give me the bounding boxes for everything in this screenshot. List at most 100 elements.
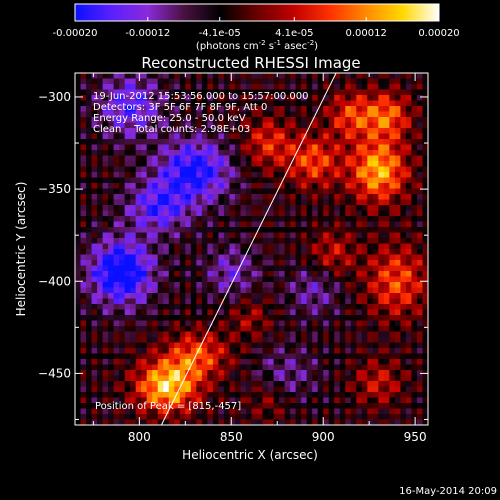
heatmap-cell: [339, 403, 346, 410]
heatmap-cell: [323, 177, 330, 184]
heatmap-cell: [290, 254, 297, 261]
heatmap-cell: [157, 337, 164, 344]
heatmap-cell: [416, 155, 424, 162]
heatmap-cell: [279, 128, 286, 135]
heatmap-cell: [168, 84, 175, 91]
heatmap-cell: [257, 73, 264, 80]
heatmap-cell: [350, 155, 357, 162]
heatmap-cell: [328, 243, 335, 250]
heatmap-cell: [174, 95, 181, 102]
heatmap-cell: [334, 408, 341, 415]
heatmap-cell: [422, 414, 428, 421]
heatmap-cell: [350, 337, 357, 344]
heatmap-cell: [279, 375, 286, 382]
heatmap-cell: [113, 117, 120, 124]
colorbar-frame: [74, 3, 440, 22]
heatmap-cell: [207, 298, 214, 305]
heatmap-cell: [130, 95, 137, 102]
heatmap-cell: [394, 150, 402, 157]
heatmap-cell: [185, 293, 192, 300]
heatmap-cell: [400, 84, 407, 91]
heatmap-cell: [262, 232, 269, 239]
heatmap-cell: [234, 133, 242, 140]
heatmap-cell: [207, 73, 214, 80]
heatmap-cell: [350, 227, 357, 234]
heatmap-cell: [102, 375, 109, 382]
heatmap-cell: [152, 155, 159, 162]
heatmap-cell: [317, 150, 324, 157]
heatmap-cell: [284, 414, 291, 421]
heatmap-cell: [174, 397, 181, 404]
heatmap-cell: [268, 133, 275, 140]
heatmap-cell: [196, 359, 203, 366]
heatmap-cell: [361, 304, 368, 311]
heatmap-cell: [301, 122, 308, 129]
heatmap-cell: [207, 304, 214, 311]
heatmap-cell: [108, 177, 115, 184]
heatmap-cell: [389, 238, 396, 245]
heatmap-cell: [201, 364, 208, 371]
heatmap-cell: [378, 243, 385, 250]
heatmap-cell: [102, 161, 109, 168]
heatmap-cell: [257, 375, 264, 382]
heatmap-cell: [130, 210, 137, 217]
heatmap-cell: [268, 238, 275, 245]
heatmap-cell: [268, 128, 275, 135]
heatmap-cell: [80, 166, 87, 173]
heatmap-cell: [135, 84, 142, 91]
heatmap-cell: [185, 84, 192, 91]
heatmap-cell: [268, 227, 275, 234]
heatmap-cell: [367, 205, 374, 212]
heatmap-cell: [301, 227, 308, 234]
heatmap-cell: [207, 337, 214, 344]
heatmap-cell: [119, 298, 126, 305]
heatmap-cell: [383, 117, 390, 124]
heatmap-cell: [229, 342, 236, 349]
heatmap-cell: [152, 106, 159, 113]
heatmap-cell: [345, 392, 352, 399]
heatmap-cell: [361, 139, 368, 146]
heatmap-cell: [345, 100, 352, 107]
heatmap-cell: [394, 84, 402, 91]
heatmap-cell: [251, 166, 258, 173]
heatmap-cell: [345, 210, 352, 217]
heatmap-cell: [130, 128, 137, 135]
heatmap-cell: [295, 128, 302, 135]
heatmap-cell: [394, 337, 402, 344]
heatmap-cell: [383, 106, 390, 113]
heatmap-cell: [268, 139, 275, 146]
heatmap-cell: [102, 337, 109, 344]
heatmap-cell: [185, 188, 192, 195]
heatmap-cell: [102, 150, 109, 157]
heatmap-cell: [262, 403, 269, 410]
heatmap-cell: [212, 238, 220, 245]
heatmap-cell: [345, 73, 352, 80]
heatmap-cell: [367, 254, 374, 261]
heatmap-cell: [234, 95, 242, 102]
heatmap-cell: [229, 320, 236, 327]
heatmap-cell: [312, 73, 319, 80]
heatmap-cell: [422, 386, 428, 393]
heatmap-cell: [75, 348, 82, 355]
heatmap-cell: [312, 194, 319, 201]
heatmap-cell: [350, 128, 357, 135]
heatmap-cell: [174, 73, 181, 80]
heatmap-cell: [394, 359, 402, 366]
heatmap-cell: [223, 315, 231, 322]
heatmap-cell: [345, 150, 352, 157]
heatmap-cell: [201, 337, 208, 344]
heatmap-cell: [400, 293, 407, 300]
heatmap-cell: [102, 331, 109, 338]
heatmap-cell: [422, 331, 428, 338]
heatmap-cell: [130, 342, 137, 349]
heatmap-cell: [119, 309, 126, 316]
heatmap-cell: [389, 298, 396, 305]
heatmap-cell: [229, 177, 236, 184]
heatmap-cell: [339, 271, 346, 278]
heatmap-cell: [135, 282, 142, 289]
heatmap-cell: [328, 320, 335, 327]
heatmap-cell: [212, 265, 220, 272]
heatmap-cell: [218, 144, 225, 151]
heatmap-cell: [91, 348, 98, 355]
heatmap-cell: [301, 188, 308, 195]
